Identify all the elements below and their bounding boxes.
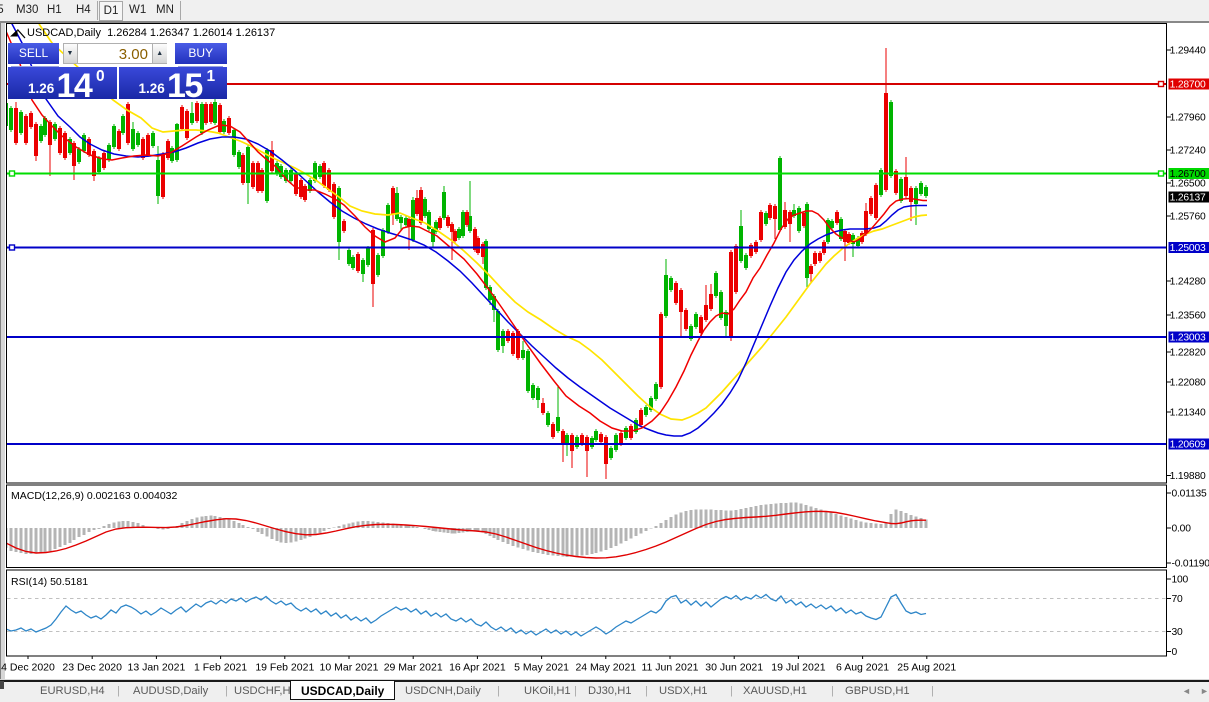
svg-text:24 May 2021: 24 May 2021 <box>575 662 636 674</box>
svg-text:10 Mar 2021: 10 Mar 2021 <box>320 662 379 674</box>
svg-text:19 Jul 2021: 19 Jul 2021 <box>771 662 825 674</box>
svg-text:25 Aug 2021: 25 Aug 2021 <box>897 662 956 674</box>
svg-text:1.26700: 1.26700 <box>1170 169 1206 180</box>
svg-text:1.19880: 1.19880 <box>1170 471 1206 482</box>
svg-text:MACD(12,26,9) 0.002163 0.00403: MACD(12,26,9) 0.002163 0.004032 <box>11 490 178 502</box>
svg-text:100: 100 <box>1172 575 1189 586</box>
svg-text:1.22820: 1.22820 <box>1170 348 1206 359</box>
svg-text:1.23003: 1.23003 <box>1170 333 1206 344</box>
svg-text:1.26500: 1.26500 <box>1170 179 1206 190</box>
svg-text:1.20609: 1.20609 <box>1170 440 1206 451</box>
svg-text:1.22080: 1.22080 <box>1170 378 1206 389</box>
svg-text:1.28700: 1.28700 <box>1170 80 1206 91</box>
svg-text:30 Jun 2021: 30 Jun 2021 <box>705 662 763 674</box>
svg-text:30: 30 <box>1172 627 1184 638</box>
svg-text:1.21340: 1.21340 <box>1170 408 1206 419</box>
svg-text:1.29440: 1.29440 <box>1170 46 1206 57</box>
svg-text:6 Aug 2021: 6 Aug 2021 <box>836 662 889 674</box>
svg-text:13 Jan 2021: 13 Jan 2021 <box>127 662 185 674</box>
svg-text:5 May 2021: 5 May 2021 <box>514 662 569 674</box>
svg-text:1 Feb 2021: 1 Feb 2021 <box>194 662 247 674</box>
svg-text:-0.01190: -0.01190 <box>1172 559 1209 570</box>
svg-text:0.00: 0.00 <box>1172 524 1192 535</box>
svg-text:1.27240: 1.27240 <box>1170 146 1206 157</box>
svg-text:RSI(14) 50.5181: RSI(14) 50.5181 <box>11 576 88 588</box>
svg-text:70: 70 <box>1172 594 1184 605</box>
svg-text:1.27960: 1.27960 <box>1170 113 1206 124</box>
svg-text:1.26137: 1.26137 <box>1170 193 1206 204</box>
svg-text:4 Dec 2020: 4 Dec 2020 <box>1 662 55 674</box>
svg-text:19 Feb 2021: 19 Feb 2021 <box>255 662 314 674</box>
svg-text:1.23560: 1.23560 <box>1170 311 1206 322</box>
svg-text:11 Jun 2021: 11 Jun 2021 <box>641 662 698 674</box>
svg-text:1.24280: 1.24280 <box>1170 277 1206 288</box>
svg-text:16 Apr 2021: 16 Apr 2021 <box>449 662 506 674</box>
svg-text:1.25760: 1.25760 <box>1170 212 1206 223</box>
svg-text:29 Mar 2021: 29 Mar 2021 <box>384 662 443 674</box>
svg-text:USDCAD,Daily 1.26284 1.26347: USDCAD,Daily 1.26284 1.26347 1.26014 1.2… <box>27 27 275 39</box>
svg-text:23 Dec 2020: 23 Dec 2020 <box>62 662 122 674</box>
svg-text:0.01135: 0.01135 <box>1172 489 1208 500</box>
svg-text:0: 0 <box>1172 647 1178 658</box>
svg-text:1.25003: 1.25003 <box>1170 243 1206 254</box>
